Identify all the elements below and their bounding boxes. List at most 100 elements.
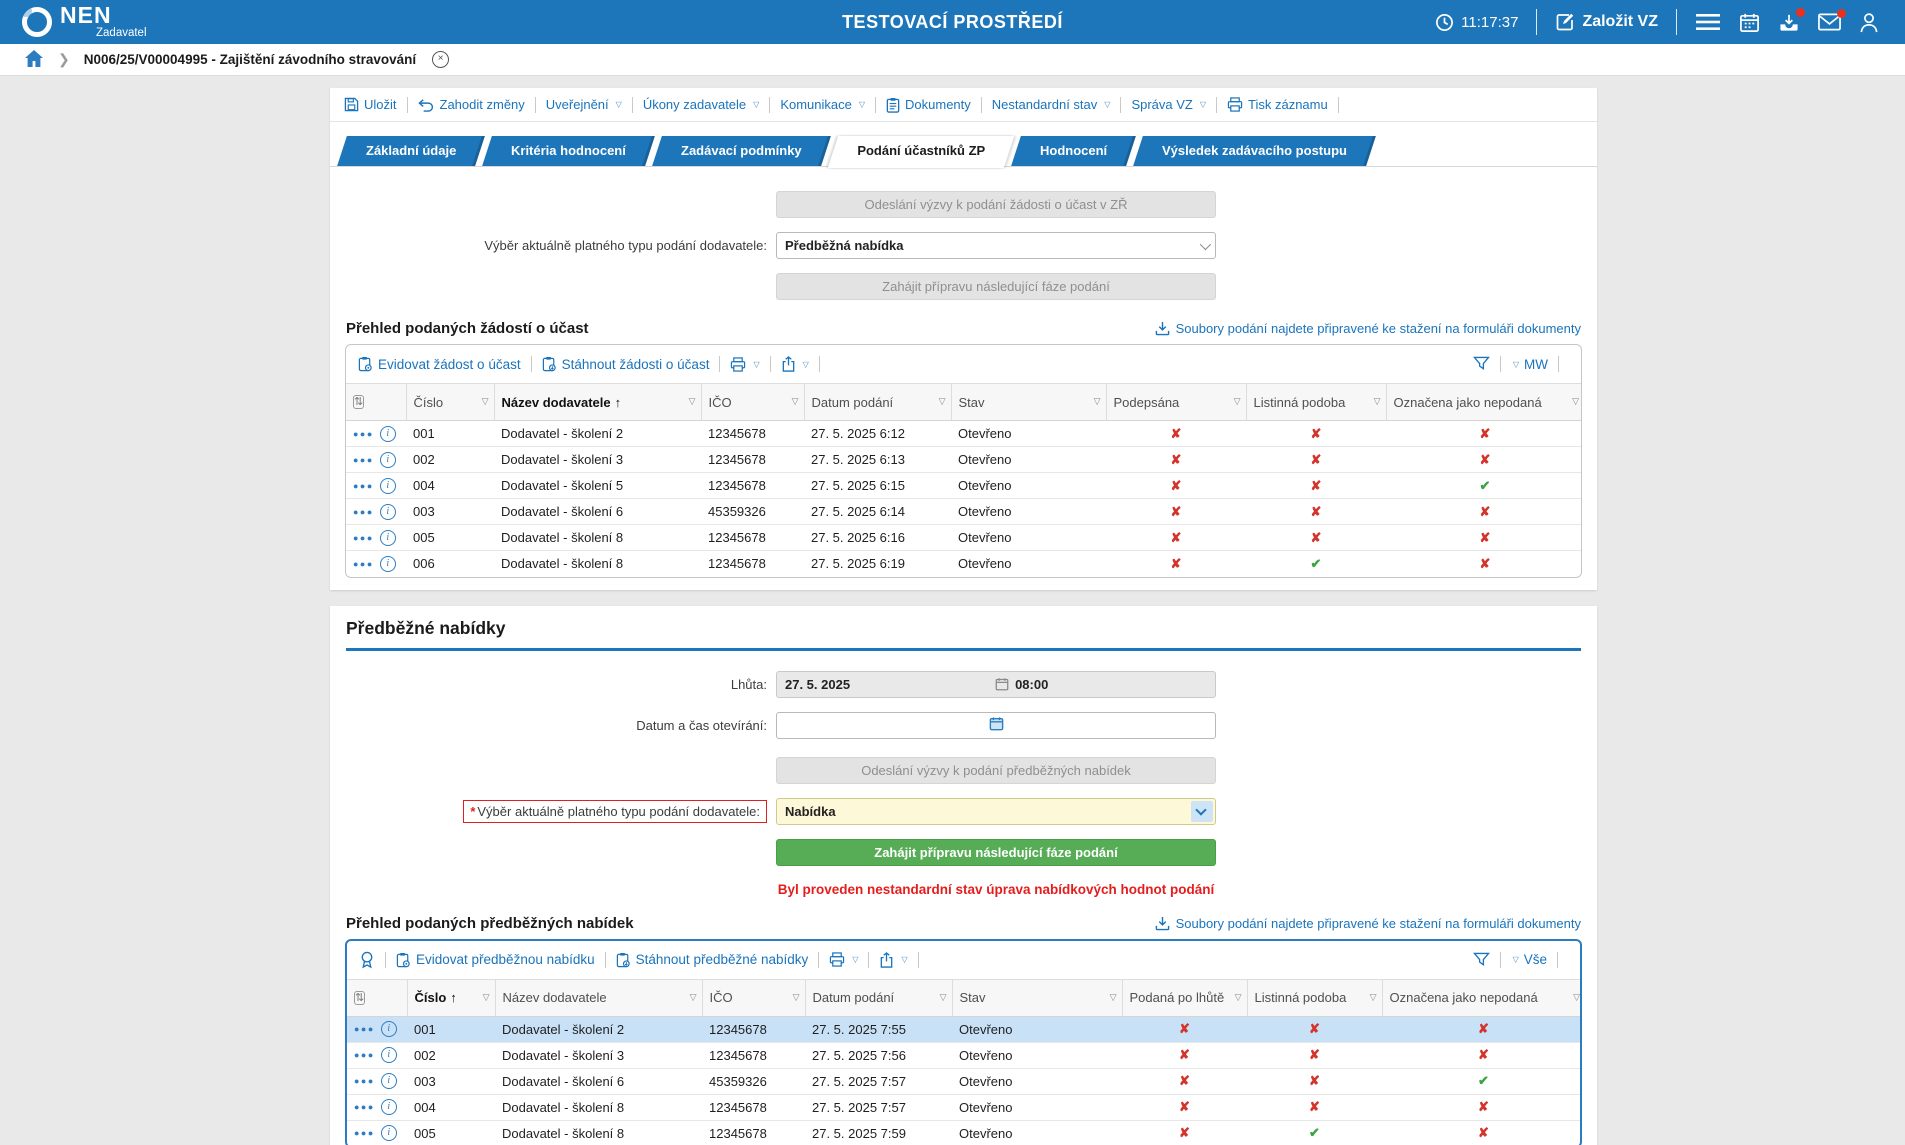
- create-vz-button[interactable]: Založit VZ: [1555, 12, 1658, 32]
- column-filter-icon[interactable]: ▽: [939, 991, 947, 1002]
- column-header[interactable]: Listinná podoba ▽: [1245, 383, 1386, 421]
- table-row[interactable]: ●●● i 002 Dodavatel - školení 3 12345678 27. …: [347, 1041, 1580, 1068]
- row-menu-icon[interactable]: ●●●: [353, 532, 374, 543]
- tab-hodnoceni[interactable]: Hodnocení: [1010, 136, 1136, 166]
- column-header[interactable]: Číslo ↑ ▽: [406, 978, 495, 1017]
- row-menu-icon[interactable]: ●●●: [354, 1050, 375, 1060]
- table-row[interactable]: ●●● i 004 Dodavatel - školení 8 12345678 27. …: [347, 1093, 1580, 1120]
- column-header[interactable]: Datum podání ▽: [804, 978, 952, 1017]
- start-next-phase-button[interactable]: Zahájit přípravu následující fáze podání: [776, 273, 1216, 300]
- column-filter-icon[interactable]: ▽: [1573, 991, 1580, 1002]
- tab-zakladni-udaje[interactable]: Základní údaje: [337, 136, 486, 166]
- export-table-button[interactable]: ▽: [879, 951, 908, 968]
- column-filter-icon[interactable]: ▽: [688, 396, 696, 406]
- table2-files-link[interactable]: Soubory podání najdete připravené ke sta…: [1155, 916, 1581, 931]
- table-row[interactable]: ●●● i 005 Dodavatel - školení 8 12345678 27. …: [347, 1119, 1580, 1145]
- column-filter-icon[interactable]: ▽: [791, 396, 799, 406]
- column-filter-icon[interactable]: ▽: [1093, 396, 1101, 406]
- home-icon[interactable]: [24, 49, 44, 71]
- row-info-icon[interactable]: i: [379, 451, 396, 468]
- column-header[interactable]: Listinná podoba ▽: [1246, 978, 1382, 1017]
- submission-type-select[interactable]: Předběžná nabídka: [776, 232, 1216, 259]
- opening-datetime-field[interactable]: [776, 711, 1216, 739]
- column-filter-icon[interactable]: ▽: [689, 991, 697, 1002]
- contracting-tasks-menu[interactable]: Úkony zadavatele ▽: [642, 97, 760, 112]
- prebid-submission-type-select[interactable]: Nabídka: [776, 797, 1216, 825]
- filter-button[interactable]: [1472, 356, 1490, 372]
- calendar-icon[interactable]: [1739, 12, 1760, 33]
- column-header[interactable]: IČO ▽: [700, 383, 804, 421]
- view-mode-select[interactable]: ▽ MW: [1512, 356, 1548, 372]
- award-button[interactable]: [359, 951, 375, 969]
- row-info-icon[interactable]: i: [380, 1021, 397, 1037]
- table-row[interactable]: ●●● i 005 Dodavatel - školení 8 12345678 27. …: [346, 524, 1581, 551]
- row-menu-icon[interactable]: ●●●: [353, 454, 374, 465]
- column-header[interactable]: Označena jako nepodaná ▽: [1381, 978, 1580, 1017]
- row-info-icon[interactable]: i: [379, 555, 396, 572]
- documents-button[interactable]: Dokumenty: [886, 97, 971, 113]
- breadcrumb-item[interactable]: N006/25/V00004995 - Zajištění závodního …: [83, 52, 417, 67]
- column-header[interactable]: Podaná po lhůtě ▽: [1121, 978, 1247, 1017]
- filter-button[interactable]: [1472, 952, 1490, 968]
- column-header[interactable]: Název dodavatele ▽: [494, 978, 702, 1017]
- row-settings-icon[interactable]: ⇅: [354, 990, 366, 1005]
- send-prebid-request-button[interactable]: Odeslání výzvy k podání předběžných nabí…: [776, 756, 1216, 784]
- tab-podani-ucastniku-zp[interactable]: Podání účastníků ZP: [827, 136, 1014, 168]
- column-filter-icon[interactable]: ▽: [1234, 991, 1242, 1002]
- table1-files-link[interactable]: Soubory podání najdete připravené ke sta…: [1155, 321, 1581, 336]
- tab-zadavaci-podminky[interactable]: Zadávací podmínky: [652, 136, 831, 166]
- tab-kriteria-hodnoceni[interactable]: Kritéria hodnocení: [482, 136, 656, 166]
- register-prebid-button[interactable]: Evidovat předběžnou nabídku: [396, 952, 595, 968]
- print-table-button[interactable]: ▽: [730, 356, 760, 372]
- column-header[interactable]: IČO ▽: [701, 978, 805, 1017]
- row-menu-icon[interactable]: ●●●: [354, 1024, 375, 1034]
- menu-icon[interactable]: [1695, 12, 1721, 32]
- column-header[interactable]: Datum podání ▽: [803, 383, 951, 421]
- publication-menu[interactable]: Uveřejnění ▽: [545, 97, 622, 112]
- column-header[interactable]: Stav ▽: [950, 383, 1106, 421]
- row-menu-icon[interactable]: ●●●: [354, 1076, 375, 1086]
- tab-vysledek-zadavaciho-postupu[interactable]: Výsledek zadávacího postupu: [1132, 136, 1376, 166]
- row-info-icon[interactable]: i: [380, 1073, 397, 1089]
- row-info-icon[interactable]: i: [380, 1099, 397, 1115]
- column-filter-icon[interactable]: ▽: [482, 991, 490, 1002]
- table-row[interactable]: ●●● i 004 Dodavatel - školení 5 12345678 27. …: [346, 472, 1581, 499]
- column-filter-icon[interactable]: ▽: [1369, 991, 1377, 1002]
- row-info-icon[interactable]: i: [379, 477, 396, 494]
- table-row[interactable]: ●●● i 001 Dodavatel - školení 2 12345678 27. …: [347, 1016, 1580, 1042]
- row-menu-icon[interactable]: ●●●: [354, 1128, 375, 1139]
- table-row[interactable]: ●●● i 001 Dodavatel - školení 2 12345678 27. …: [346, 421, 1581, 447]
- nonstandard-state-menu[interactable]: Nestandardní stav ▽: [991, 97, 1111, 112]
- start-next-phase-green-button[interactable]: Zahájit přípravu následující fáze podání: [776, 838, 1216, 866]
- row-settings-header[interactable]: ⇅: [346, 383, 406, 421]
- row-info-icon[interactable]: i: [379, 529, 396, 546]
- row-info-icon[interactable]: i: [380, 1047, 397, 1063]
- row-menu-icon[interactable]: ●●●: [353, 428, 374, 439]
- print-record-button[interactable]: Tisk záznamu: [1227, 97, 1328, 112]
- row-info-icon[interactable]: i: [379, 425, 396, 442]
- table-row[interactable]: ●●● i 003 Dodavatel - školení 6 45359326 27. …: [346, 498, 1581, 525]
- row-settings-icon[interactable]: ⇅: [353, 395, 365, 409]
- communication-menu[interactable]: Komunikace ▽: [780, 97, 866, 112]
- column-header[interactable]: Stav ▽: [951, 978, 1122, 1017]
- row-menu-icon[interactable]: ●●●: [354, 1102, 375, 1112]
- discard-changes-button[interactable]: Zahodit změny: [417, 97, 525, 112]
- row-menu-icon[interactable]: ●●●: [353, 480, 374, 491]
- export-table-button[interactable]: ▽: [781, 356, 809, 372]
- row-settings-header[interactable]: ⇅: [347, 978, 407, 1017]
- print-table-button[interactable]: ▽: [829, 952, 858, 967]
- column-header[interactable]: Název dodavatele ↑ ▽: [493, 383, 701, 421]
- table-row[interactable]: ●●● i 003 Dodavatel - školení 6 45359326 27. …: [347, 1067, 1580, 1094]
- column-header[interactable]: Číslo ▽: [405, 383, 494, 421]
- inbox-icon[interactable]: [1778, 7, 1805, 33]
- view-mode-select[interactable]: ▽ Vše: [1512, 952, 1547, 967]
- download-requests-button[interactable]: Stáhnout žádosti o účast: [542, 356, 709, 372]
- row-info-icon[interactable]: i: [380, 1125, 397, 1142]
- column-filter-icon[interactable]: ▽: [1233, 396, 1241, 406]
- table-row[interactable]: ●●● i 002 Dodavatel - školení 3 12345678 27. …: [346, 446, 1581, 473]
- column-filter-icon[interactable]: ▽: [938, 396, 946, 406]
- column-filter-icon[interactable]: ▽: [1572, 396, 1579, 406]
- column-filter-icon[interactable]: ▽: [792, 991, 800, 1002]
- save-button[interactable]: Uložit: [344, 97, 397, 112]
- row-menu-icon[interactable]: ●●●: [353, 558, 374, 569]
